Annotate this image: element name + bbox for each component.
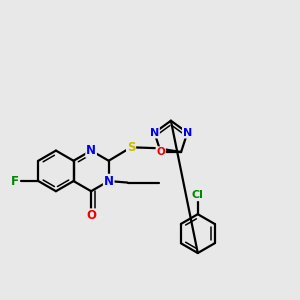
Text: O: O [156,147,165,157]
Text: N: N [183,128,192,138]
Text: N: N [150,128,159,138]
Text: N: N [104,175,114,188]
Text: S: S [127,141,135,154]
Text: O: O [86,209,96,222]
Text: Cl: Cl [192,190,204,200]
Text: N: N [86,144,96,157]
Text: F: F [11,175,19,188]
